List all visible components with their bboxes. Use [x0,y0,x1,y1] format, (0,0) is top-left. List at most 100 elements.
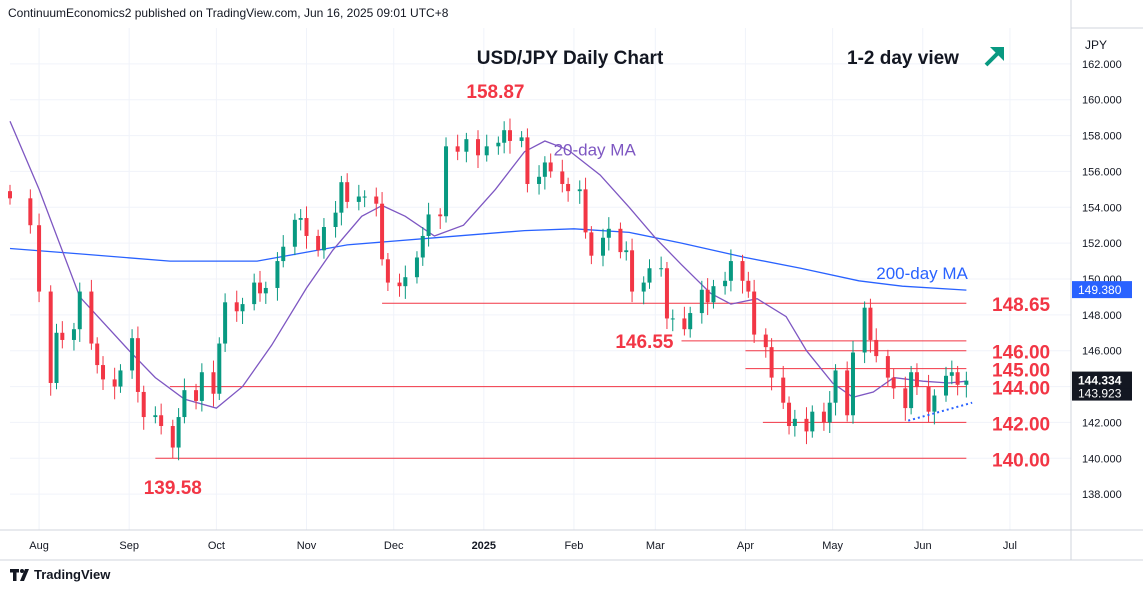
candle [903,376,908,421]
candle [502,121,507,154]
candle [682,306,687,336]
candle [705,278,710,316]
candle [170,419,175,459]
candle-body [525,137,530,184]
candle-body [112,379,117,387]
publisher-header: ContinuumEconomics2 published on Trading… [8,6,449,20]
candle [566,177,571,202]
candle-body [507,130,512,141]
candle-body [476,139,481,156]
candle-body [153,415,158,418]
candle [414,251,419,284]
candles-layer [8,118,969,461]
candle-body [77,291,82,330]
candle [252,273,257,311]
candle-body [403,277,408,287]
candle-body [257,282,262,294]
candle [275,252,280,301]
currency-label: JPY [1085,38,1107,52]
candle [77,282,82,342]
candle [833,364,838,416]
x-tick-label: Aug [29,540,49,552]
candle [101,356,106,390]
candle [944,366,949,402]
tradingview-brand[interactable]: TradingView [10,567,110,582]
ma20-layer [9,120,967,409]
hidden-price-tag-bg [1072,386,1132,401]
candle [356,184,361,211]
axes-layer: JPY 162.000 160.000 158.000 156.000 154.000 15… [0,0,1143,561]
candle [810,405,815,438]
candle-body [868,307,873,340]
candle [426,202,431,247]
y-tick-label: 158.000 [1082,131,1122,143]
brand-label: TradingView [34,567,111,582]
candle-body [48,291,53,383]
candle [292,213,297,256]
ma-annotation: 20-day MA [554,140,637,159]
candle-body [519,137,524,141]
candle [496,136,501,155]
candle [914,363,919,395]
x-tick-label: Nov [297,540,317,552]
candle-body [763,334,768,348]
candle-body [176,417,181,448]
candle-body [932,395,937,412]
candle [769,338,774,391]
tradingview-logo-icon [10,568,30,581]
candle-body [182,390,187,418]
candle [444,137,449,223]
candle [723,271,728,295]
candle-body [728,261,733,281]
candle-body [502,130,507,143]
candle [542,156,547,190]
candle-body [345,182,350,202]
level-label: 142.00 [992,414,1050,435]
candle [781,365,786,409]
candle-body [787,402,792,427]
candle [647,259,652,289]
candle [118,364,123,393]
level-label: 145.00 [992,361,1050,382]
y-tick-label: 154.000 [1082,202,1122,214]
candle [455,134,460,161]
candle [240,297,245,325]
support-resistance-layer [155,302,967,459]
candle-body [914,372,919,387]
candle-body [746,280,751,292]
candle-body [964,380,969,385]
candle [403,265,408,299]
candle-body [28,198,33,226]
candle-body [589,232,594,256]
x-tick-label: Jun [914,540,932,552]
candle [827,391,832,434]
candle-body [141,391,146,418]
candle-body [903,388,908,409]
candle [577,180,582,204]
candle-body [95,343,100,366]
candle [333,201,338,238]
candle [176,408,181,461]
candle [182,378,187,424]
candle [763,328,768,358]
candle [752,279,757,344]
candle [560,159,565,193]
candle [688,306,693,338]
candle-body [874,339,879,357]
view-label: 1-2 day view [847,48,959,69]
candle-body [909,372,914,409]
candle-body [740,261,745,281]
candle [362,190,367,208]
candle [519,131,524,148]
candle [909,365,914,415]
candle [792,409,797,437]
arrow-up-right-icon [984,47,1004,67]
candle [583,177,588,239]
candle-body [618,228,623,253]
candle-body [496,142,501,147]
candle [385,253,390,292]
last-price-tag-bg [1072,371,1132,389]
x-tick-label: 2025 [472,540,496,552]
